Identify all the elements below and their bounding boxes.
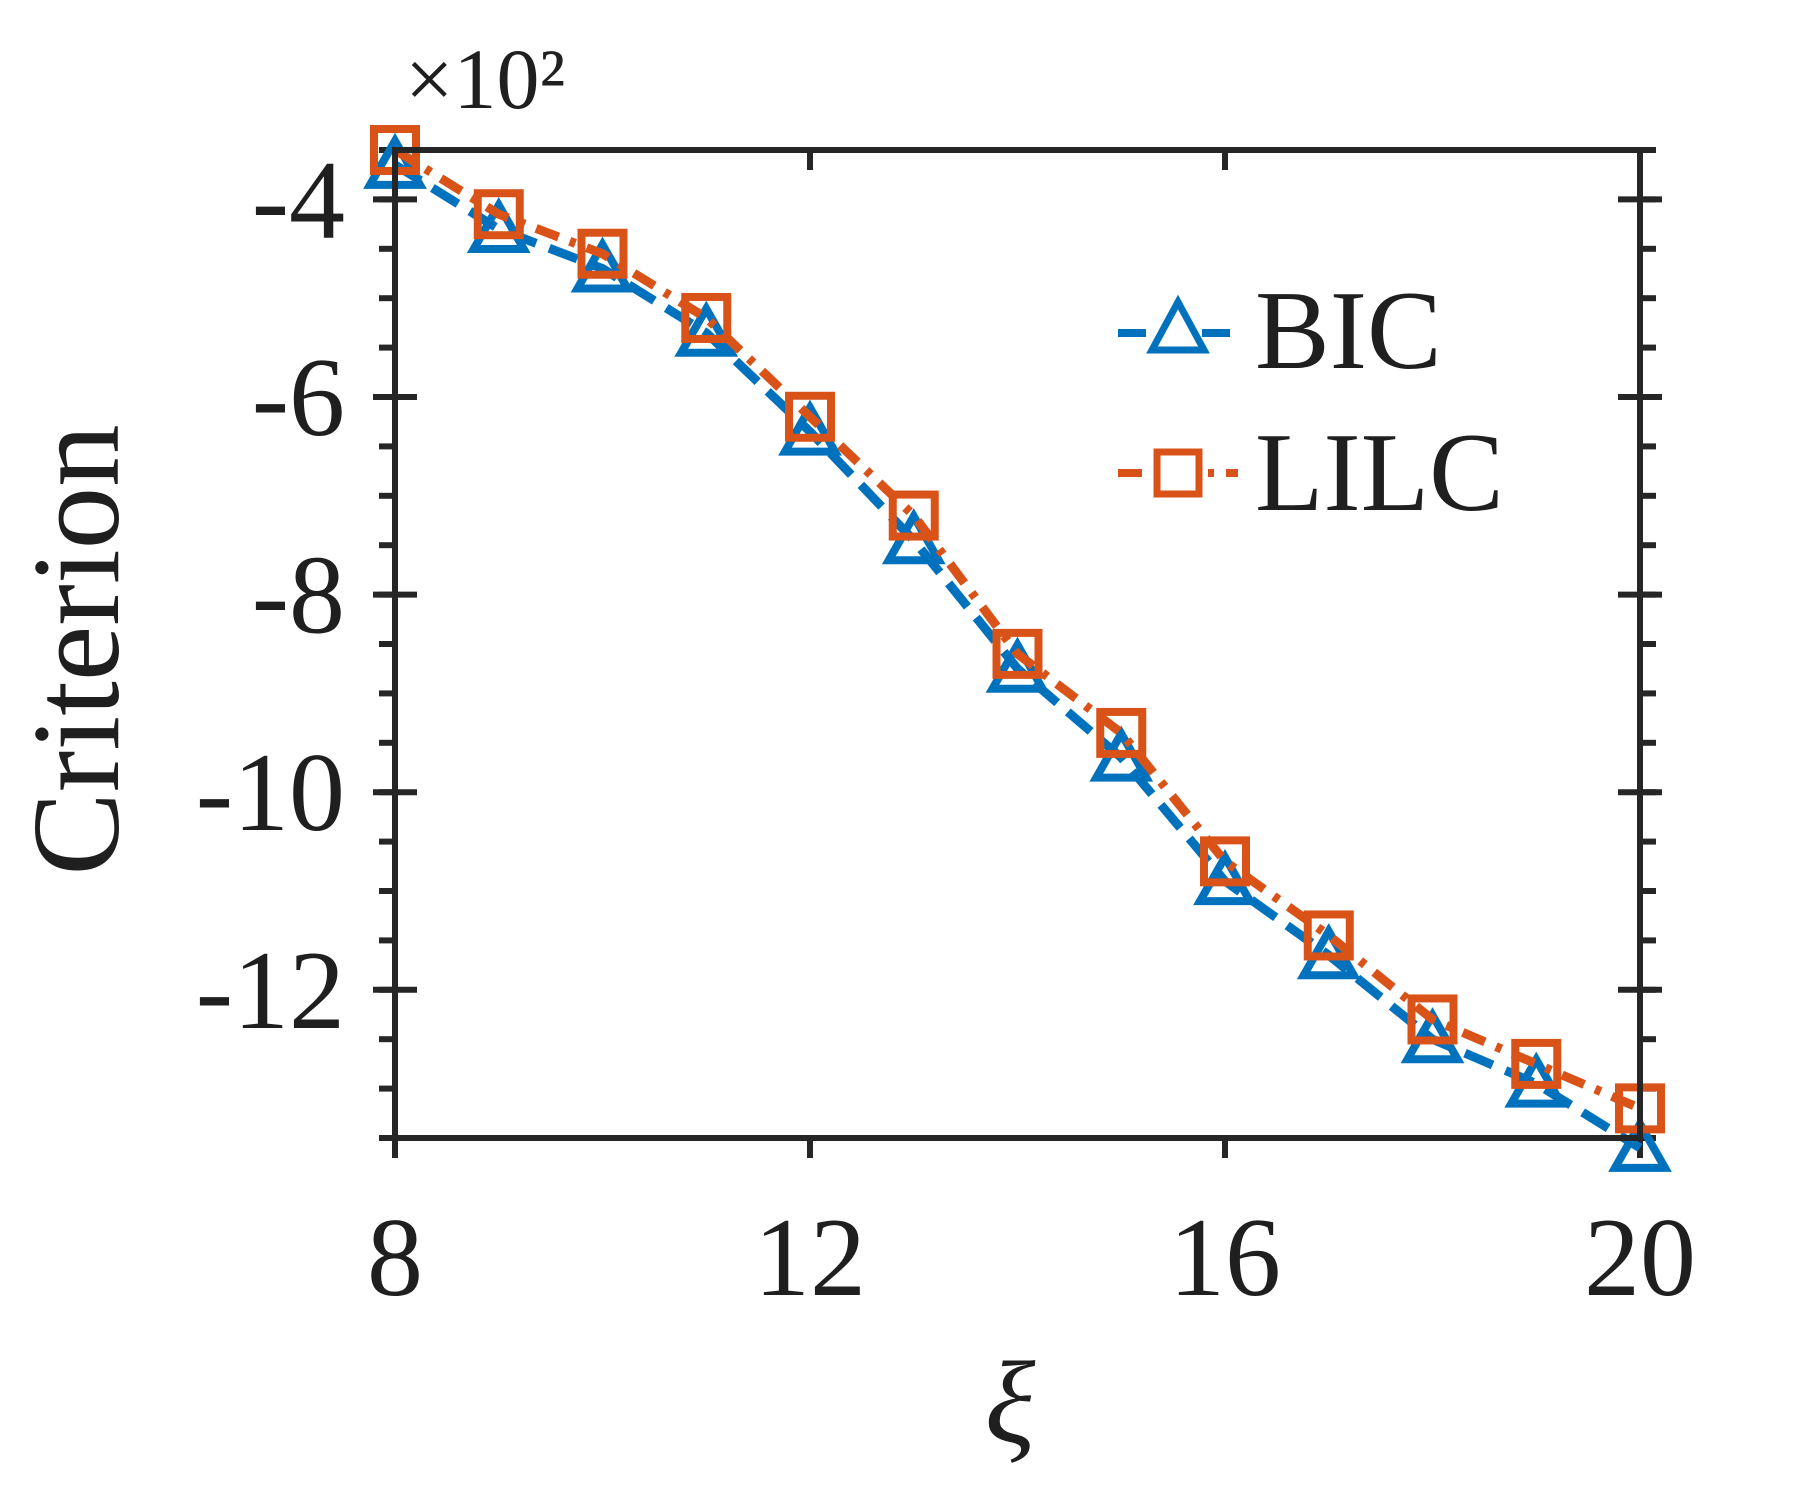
data-point-lilc bbox=[888, 490, 939, 541]
legend-item-lilc: LILC bbox=[1118, 411, 1504, 535]
data-point-lilc bbox=[1511, 1038, 1562, 1089]
legend-label-bic: BIC bbox=[1255, 269, 1442, 393]
data-point-bic bbox=[466, 196, 531, 254]
data-point-bic bbox=[1608, 1115, 1672, 1172]
data-point-bic bbox=[778, 399, 842, 456]
y-tick-label: -8 bbox=[252, 534, 345, 658]
data-point-lilc bbox=[577, 228, 628, 279]
y-tick-label: -6 bbox=[252, 336, 345, 460]
data-point-lilc bbox=[1096, 707, 1147, 758]
series-lilc bbox=[370, 125, 1665, 1134]
series-line-lilc bbox=[392, 146, 1642, 1113]
plot-frame bbox=[392, 147, 1643, 1141]
y-tick-label: -4 bbox=[252, 138, 345, 262]
series-layer bbox=[363, 125, 1672, 1172]
legend-item-bic: BIC bbox=[1118, 269, 1442, 393]
data-point-lilc bbox=[1200, 836, 1250, 887]
data-point-lilc bbox=[992, 628, 1043, 679]
data-point-lilc bbox=[1407, 994, 1458, 1045]
data-point-lilc bbox=[785, 391, 835, 442]
legend-label-lilc: LILC bbox=[1255, 411, 1504, 535]
data-point-bic bbox=[570, 236, 635, 293]
x-tick-label: 16 bbox=[1169, 1196, 1281, 1320]
data-point-lilc bbox=[1303, 910, 1354, 961]
data-point-bic bbox=[674, 300, 739, 357]
legend: BIC LILC bbox=[1118, 269, 1504, 535]
legend-marker-square bbox=[1153, 448, 1203, 498]
data-point-lilc bbox=[681, 292, 732, 343]
data-point-lilc bbox=[473, 189, 524, 240]
legend-marker-triangle bbox=[1146, 294, 1210, 354]
x-tick-label: 8 bbox=[367, 1196, 423, 1320]
y-axis-label: Criterion bbox=[8, 424, 146, 875]
x-axis-label: ξ bbox=[985, 1337, 1036, 1468]
x-tick-label: 20 bbox=[1584, 1196, 1696, 1320]
x-tick-label: 12 bbox=[754, 1196, 866, 1320]
tick-labels: 8 12 16 20 -4 -6 -8 -10 -12 bbox=[196, 138, 1696, 1320]
y-tick-label: -10 bbox=[196, 731, 345, 855]
y-multiplier-label: ×10² bbox=[405, 31, 565, 127]
y-tick-label: -12 bbox=[196, 929, 345, 1053]
